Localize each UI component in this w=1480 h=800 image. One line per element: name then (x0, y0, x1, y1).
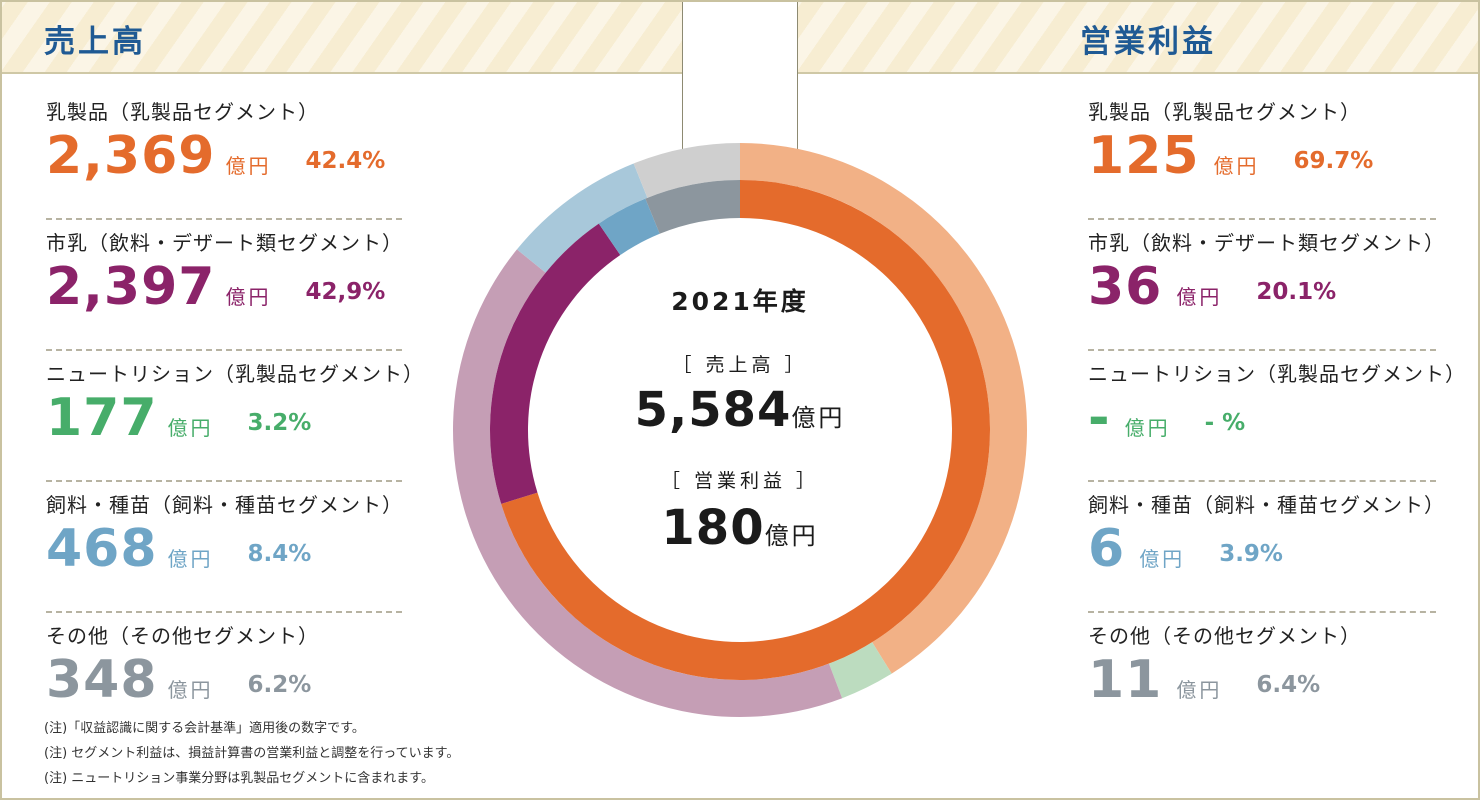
center-sales-total: 5,584億円 (590, 382, 890, 438)
segment-name: 市乳（飲料・デザート類セグメント） (1088, 231, 1445, 255)
segment-share: 42.4% (305, 148, 386, 174)
segment-unit: 億円 (1213, 154, 1260, 178)
segment-amount: 2,369 (46, 126, 216, 186)
segment-amount: 468 (46, 519, 158, 579)
segment-share: - % (1204, 410, 1246, 436)
sales-slice (828, 642, 892, 699)
sales-header-band: 売上高 (2, 2, 682, 74)
segment-unit: 億円 (1176, 285, 1223, 309)
sales-slice (452, 249, 843, 718)
segment-entry: 乳製品（乳製品セグメント） 125 億円 69.7% (1088, 90, 1436, 220)
profit-header-band: 営業利益 (797, 2, 1478, 74)
footnote: (注) ニュートリション事業分野は乳製品セグメントに含まれます。 (44, 771, 434, 786)
segment-divider (46, 611, 402, 613)
segment-entry: その他（その他セグメント） 348 億円 6.2% (46, 614, 402, 744)
footnote: (注)「収益認識に関する会計基準」適用後の数字です。 (44, 721, 365, 736)
sales-connector-line (682, 2, 683, 160)
segment-unit: 億円 (167, 547, 214, 571)
segment-unit: 億円 (167, 416, 214, 440)
segment-divider (46, 480, 402, 482)
segment-amount: 6 (1088, 519, 1126, 579)
segment-share: 3.9% (1219, 541, 1283, 567)
segment-name: 乳製品（乳製品セグメント） (46, 100, 319, 124)
segment-amount: 348 (46, 650, 158, 710)
center-profit-value: 180 (661, 500, 765, 556)
segment-name: 市乳（飲料・デザート類セグメント） (46, 231, 403, 255)
segment-divider (46, 349, 402, 351)
center-profit-total: 180億円 (590, 500, 890, 556)
segment-divider (1088, 480, 1436, 482)
segment-share: 20.1% (1256, 279, 1337, 305)
segment-entry: 飼料・種苗（飼料・種苗セグメント） 6 億円 3.9% (1088, 483, 1444, 613)
segment-share: 8.4% (247, 541, 312, 567)
segment-unit: 億円 (167, 678, 214, 702)
segment-entry: 市乳（飲料・デザート類セグメント） 2,397 億円 42,9% (46, 221, 402, 351)
segment-name: 飼料・種苗（飼料・種苗セグメント） (46, 493, 403, 517)
donut-svg (452, 143, 1027, 718)
segment-unit: 億円 (1176, 678, 1223, 702)
profit-slice (490, 223, 621, 504)
center-year: 2021年度 (671, 287, 809, 316)
segment-unit: 億円 (1124, 416, 1171, 440)
segment-divider (1088, 611, 1436, 613)
segment-amount: 125 (1088, 126, 1200, 186)
segment-name: ニュートリション（乳製品セグメント） (46, 362, 424, 386)
segment-name: その他（その他セグメント） (46, 624, 319, 648)
segment-unit: 億円 (225, 154, 272, 178)
segment-entry: ニュートリション（乳製品セグメント） - 億円 - % (1088, 352, 1465, 482)
center-profit-unit: 億円 (764, 522, 819, 550)
sales-header: 売上高 (44, 24, 146, 60)
segment-share: 6.2% (247, 672, 312, 698)
segment-divider (46, 218, 402, 220)
segment-amount: 36 (1088, 257, 1163, 317)
footnote: (注) セグメント利益は、損益計算書の営業利益と調整を行っています。 (44, 746, 460, 761)
segment-name: その他（その他セグメント） (1088, 624, 1361, 648)
segment-share: 3.2% (247, 410, 312, 436)
segment-amount: 2,397 (46, 257, 216, 317)
center-profit-label: ［ 営業利益 ］ (660, 470, 820, 492)
center-sales-value: 5,584 (634, 382, 792, 438)
profit-slice (598, 198, 660, 256)
profit-header: 営業利益 (1080, 24, 1216, 60)
segment-amount: 177 (46, 388, 158, 448)
segment-share: 69.7% (1293, 148, 1374, 174)
center-sales-unit: 億円 (791, 404, 846, 432)
segment-name: 乳製品（乳製品セグメント） (1088, 100, 1361, 124)
segment-name: ニュートリション（乳製品セグメント） (1088, 362, 1466, 386)
segment-entry: 飼料・種苗（飼料・種苗セグメント） 468 億円 8.4% (46, 483, 402, 613)
center-sales-label: ［ 売上高 ］ (672, 354, 808, 376)
segment-entry: 乳製品（乳製品セグメント） 2,369 億円 42.4% (46, 90, 402, 220)
profit-slice (645, 180, 740, 234)
segment-share: 42,9% (305, 279, 386, 305)
sales-slice (516, 163, 648, 273)
segment-amount: - (1088, 388, 1111, 448)
segment-divider (1088, 349, 1436, 351)
segment-donut-chart: 2021年度 ［ 売上高 ］ 5,584億円 ［ 営業利益 ］ 180億円 (440, 130, 1040, 730)
segment-share: 6.4% (1256, 672, 1321, 698)
segment-entry: 市乳（飲料・デザート類セグメント） 36 億円 20.1% (1088, 221, 1444, 351)
segment-unit: 億円 (225, 285, 272, 309)
segment-unit: 億円 (1139, 547, 1186, 571)
segment-amount: 11 (1088, 650, 1163, 710)
sales-slice (740, 143, 1027, 674)
profit-connector-line (797, 2, 798, 208)
segment-entry: その他（その他セグメント） 11 億円 6.4% (1088, 614, 1436, 744)
sales-slice (633, 143, 740, 198)
segment-entry: ニュートリション（乳製品セグメント） 177 億円 3.2% (46, 352, 423, 482)
segment-divider (1088, 218, 1436, 220)
footnotes: (注)「収益認識に関する会計基準」適用後の数字です。 (注) セグメント利益は、損… (44, 716, 459, 791)
segment-name: 飼料・種苗（飼料・種苗セグメント） (1088, 493, 1445, 517)
